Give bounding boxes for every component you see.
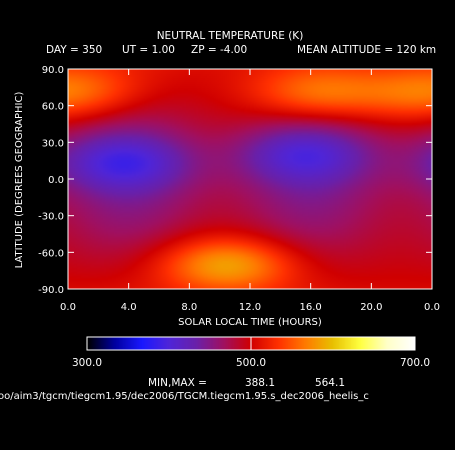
x-tick-label: 0.0 [60,302,76,313]
colorbar-min-label: 300.0 [72,357,102,369]
y-tick-label: -90.0 [38,285,64,296]
y-tick-label: 0.0 [48,175,64,186]
y-axis-label: LATITUDE (DEGREES GEOGRAPHIC) [14,92,25,269]
y-axis: 90.0 60.0 30.0 0.0 -30.0 -60.0 -90.0 [38,65,432,296]
chart-subtitle: DAY = 350 UT = 1.00 ZP = -4.00 MEAN ALTI… [46,44,436,56]
x-tick-label: 4.0 [121,302,137,313]
chart-title: NEUTRAL TEMPERATURE (K) [157,30,304,42]
x-tick-label: 0.0 [424,302,440,313]
x-tick-label: 8.0 [181,302,197,313]
y-tick-label: 60.0 [42,102,64,113]
x-tick-label: 20.0 [360,302,382,313]
y-tick-label: 90.0 [42,65,64,76]
subtitle-day: DAY = 350 [46,44,102,56]
subtitle-ut: UT = 1.00 [122,44,175,56]
x-tick-label: 16.0 [300,302,322,313]
max-value: 564.1 [315,377,345,389]
colorbar-mid-label: 500.0 [236,357,266,369]
min-value: 388.1 [245,377,275,389]
footer-file-path: oo/aim3/tgcm/tiegcm1.95/dec2006/TGCM.tie… [0,391,369,402]
x-tick-label: 12.0 [239,302,261,313]
subtitle-mean-altitude: MEAN ALTITUDE = 120 km [297,44,436,56]
temperature-heatmap [68,69,432,289]
y-tick-label: -60.0 [38,248,64,259]
subtitle-zp: ZP = -4.00 [191,44,247,56]
colorbar-max-label: 700.0 [400,357,430,369]
x-axis-label: SOLAR LOCAL TIME (HOURS) [178,317,322,328]
y-tick-label: -30.0 [38,212,64,223]
minmax-label: MIN,MAX = [148,377,207,389]
x-axis: 0.0 4.0 8.0 12.0 16.0 20.0 0.0 [60,69,440,313]
y-tick-label: 30.0 [42,138,64,149]
